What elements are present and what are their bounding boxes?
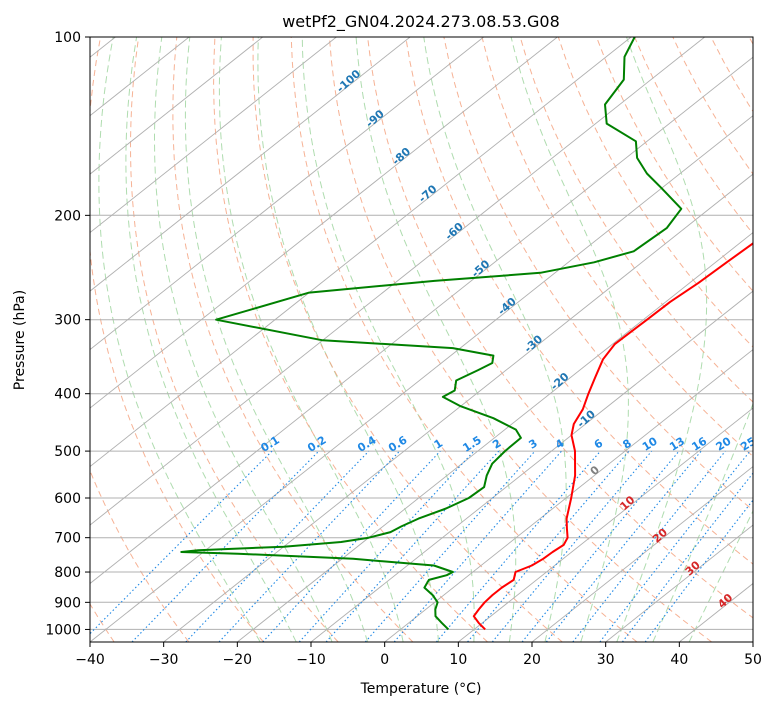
chart-title: wetPf2_GN04.2024.273.08.53.G08 xyxy=(282,12,560,32)
y-tick-label: 200 xyxy=(54,208,81,224)
plot-frame xyxy=(89,36,754,643)
mixing-ratio-line xyxy=(467,450,630,642)
sounding-series xyxy=(180,37,753,631)
moist-adiabat xyxy=(98,37,261,642)
mixing-ratio-line xyxy=(185,450,370,642)
y-tick-label: 600 xyxy=(54,491,81,507)
isotherm-line xyxy=(90,56,753,585)
plot-background xyxy=(90,37,753,642)
x-tick-label: 30 xyxy=(597,652,615,668)
moist-adiabat xyxy=(184,37,369,642)
mixing-ratio-label: 25 xyxy=(738,435,758,454)
x-tick-label: 0 xyxy=(380,652,389,668)
isotherm-line xyxy=(237,232,753,642)
isotherm-line xyxy=(90,37,337,234)
isotherm-line xyxy=(531,465,753,642)
mixing-ratio-line xyxy=(545,450,702,642)
dewpoint-line xyxy=(180,37,683,631)
mixing-ratio-line xyxy=(131,450,320,642)
dry-adiabat xyxy=(290,37,638,642)
x-tick-label: −30 xyxy=(149,652,179,668)
isotherm-line xyxy=(163,173,753,642)
dry-adiabat xyxy=(481,37,753,458)
moist-adiabat xyxy=(652,402,753,642)
dry-adiabat xyxy=(519,37,753,403)
mixing-ratio-line xyxy=(325,450,500,642)
y-tick-label: 300 xyxy=(54,313,81,329)
x-tick-label: −20 xyxy=(223,652,253,668)
isotherm-line xyxy=(90,37,484,351)
mixing-ratio-line xyxy=(90,450,273,635)
y-tick-label: 700 xyxy=(54,531,81,547)
isotherm-line xyxy=(384,349,753,642)
isotherm-line xyxy=(90,37,411,292)
x-tick-label: 10 xyxy=(449,652,467,668)
dry-adiabat xyxy=(90,469,190,642)
dry-adiabat xyxy=(252,37,563,642)
dry-adiabat xyxy=(596,37,753,292)
moist-adiabat xyxy=(423,37,567,642)
isotherms xyxy=(90,37,753,642)
y-tick-label: 100 xyxy=(54,30,81,46)
x-axis-title: Temperature (°C) xyxy=(360,681,482,697)
isotherm-line xyxy=(90,37,263,175)
isotherm-line xyxy=(90,37,558,409)
mixing-ratio-line xyxy=(491,450,653,642)
mixing-ratio-line xyxy=(621,472,753,642)
x-tick-label: 50 xyxy=(744,652,762,668)
moist-adiabat xyxy=(218,37,404,642)
x-tick-label: 20 xyxy=(523,652,541,668)
mixing-ratio-label: 30 xyxy=(759,434,775,453)
dry-adiabat xyxy=(328,37,713,642)
y-tick-label: 500 xyxy=(54,444,81,460)
x-tick-label: −10 xyxy=(296,652,326,668)
mixing-ratio-line xyxy=(262,450,441,642)
x-axis-ticks: −40 −30 −20 −10 0 10 20 30 40 50 xyxy=(75,642,762,668)
mixing-ratio-line xyxy=(644,499,753,642)
y-tick-label: 900 xyxy=(54,595,81,611)
y-tick-label: 800 xyxy=(54,565,81,581)
moist-adiabat xyxy=(154,37,333,642)
x-tick-label: −40 xyxy=(75,652,105,668)
dry-adiabat xyxy=(213,37,488,642)
mixing-ratio-line xyxy=(218,450,401,642)
temperature-line xyxy=(472,242,753,631)
y-tick-label: 1000 xyxy=(45,622,81,638)
mixing-ratio-line xyxy=(364,450,536,642)
isotherm-line xyxy=(605,524,753,642)
dry-adiabat xyxy=(443,37,753,512)
moist-adiabats xyxy=(98,37,753,642)
moist-adiabat xyxy=(688,509,753,642)
y-axis-title: Pressure (hPa) xyxy=(12,290,28,390)
isotherm-line xyxy=(752,641,753,642)
mixing-ratio-line xyxy=(521,450,680,642)
moist-adiabat xyxy=(125,37,297,642)
isotherm-line xyxy=(458,407,753,642)
dry-adiabat xyxy=(557,37,753,348)
isotherm-line xyxy=(90,37,632,468)
isotherm-line xyxy=(310,290,753,642)
dry-adiabat xyxy=(405,37,753,565)
isotherm-line xyxy=(90,115,753,642)
moist-adiabat xyxy=(257,37,439,642)
y-tick-label: 400 xyxy=(54,387,81,403)
x-tick-label: 40 xyxy=(670,652,688,668)
y-axis-ticks: 100 200 300 400 500 600 700 800 900 1000 xyxy=(45,30,90,638)
mixing-ratio-line xyxy=(572,450,726,642)
isobars xyxy=(90,37,753,630)
moist-adiabat xyxy=(301,37,475,642)
dry-adiabat xyxy=(90,37,264,642)
